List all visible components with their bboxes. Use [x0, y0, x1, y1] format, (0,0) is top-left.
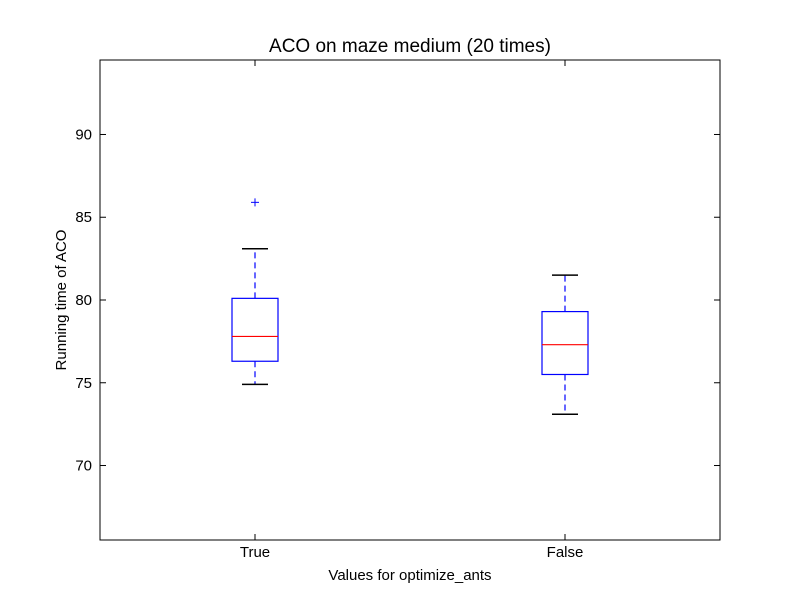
box-series [231, 198, 589, 415]
outlier-marker [251, 198, 259, 207]
plot-area-frame [99, 59, 721, 541]
x-axis-ticks: True False [240, 60, 583, 561]
y-axis-label: Running time of ACO [53, 230, 70, 371]
chart-title: ACO on maze medium (20 times) [269, 36, 551, 57]
iqr-box [231, 297, 279, 362]
y-axis-ticks: 70 75 80 85 90 [75, 126, 720, 475]
y-tick-label: 70 [75, 458, 92, 475]
y-tick-label: 75 [75, 375, 92, 392]
y-tick-label: 80 [75, 292, 92, 309]
x-axis-label: Values for optimize_ants [328, 567, 491, 584]
box-true [231, 198, 279, 386]
iqr-box [541, 310, 589, 376]
box-false [541, 274, 589, 415]
y-tick-label: 90 [75, 126, 92, 143]
x-tick-label: True [240, 544, 270, 561]
x-tick-label: False [547, 544, 584, 561]
y-tick-label: 85 [75, 209, 92, 226]
